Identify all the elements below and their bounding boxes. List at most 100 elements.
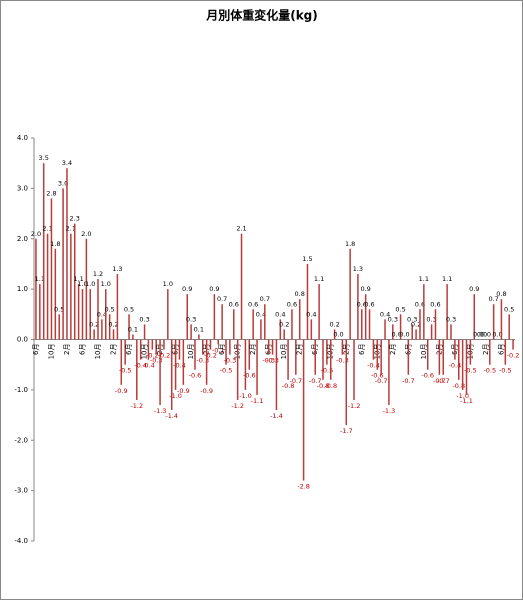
data-label: -1.0 xyxy=(239,392,252,400)
bar xyxy=(89,289,91,340)
data-label: -0.3 xyxy=(336,357,349,365)
data-label: -0.5 xyxy=(483,367,496,375)
bar xyxy=(264,304,266,340)
bar xyxy=(240,233,243,340)
data-label: -0.6 xyxy=(243,372,256,380)
bar xyxy=(136,339,138,400)
x-tick-label: 10月 xyxy=(420,344,428,360)
data-label: -0.4 xyxy=(449,362,462,370)
bar xyxy=(291,309,293,340)
data-label: -0.8 xyxy=(324,382,337,390)
y-tick-label: 4.0 xyxy=(17,134,28,142)
bar xyxy=(128,314,130,340)
data-label: -0.7 xyxy=(433,377,446,385)
data-label: -0.7 xyxy=(402,377,415,385)
bar xyxy=(442,339,444,375)
data-label: 0.6 xyxy=(430,300,440,308)
bar xyxy=(233,309,235,340)
bar xyxy=(298,299,301,340)
data-label: 0.3 xyxy=(407,315,417,323)
data-label: -0.4 xyxy=(367,362,380,370)
bar xyxy=(124,339,126,365)
data-label: -1.0 xyxy=(456,392,469,400)
bar xyxy=(376,339,379,370)
bar xyxy=(388,339,390,405)
bar xyxy=(221,304,223,340)
bar xyxy=(361,309,363,340)
bar xyxy=(73,223,76,340)
data-label: 1.8 xyxy=(50,240,60,248)
data-label: 0.3 xyxy=(446,315,456,323)
bar xyxy=(426,339,429,370)
bar xyxy=(306,263,309,340)
bar xyxy=(368,309,371,340)
data-label: -0.8 xyxy=(282,382,295,390)
bar xyxy=(279,319,282,340)
bar xyxy=(461,339,464,390)
data-label: -0.4 xyxy=(142,362,155,370)
data-label: 0.5 xyxy=(504,305,514,313)
bar xyxy=(283,329,285,340)
data-label: 0.5 xyxy=(54,305,64,313)
bar xyxy=(163,339,165,350)
data-label: 0.7 xyxy=(217,295,227,303)
bar xyxy=(229,339,231,355)
bar xyxy=(186,294,188,340)
y-tick-label: 2.0 xyxy=(17,235,28,243)
bar xyxy=(326,339,328,365)
data-label: -1.4 xyxy=(165,412,178,420)
data-label: 0.7 xyxy=(488,295,498,303)
data-label: -0.9 xyxy=(177,387,190,395)
bar xyxy=(310,319,313,340)
bar xyxy=(438,339,441,375)
x-tick-label: 2月 xyxy=(63,344,71,355)
bar xyxy=(492,304,495,340)
data-label: 0.5 xyxy=(104,305,114,313)
bar xyxy=(178,339,181,360)
data-label: 2.1 xyxy=(42,225,52,233)
y-tick-label: -3.0 xyxy=(14,487,28,495)
data-label: 0.0 xyxy=(333,331,343,339)
bar xyxy=(170,339,173,411)
bar xyxy=(66,168,68,340)
bar xyxy=(50,198,53,340)
bar xyxy=(423,284,425,340)
bar xyxy=(97,279,99,340)
bar xyxy=(353,339,355,400)
data-label: 0.2 xyxy=(329,320,339,328)
bar xyxy=(295,339,297,375)
data-label: 1.1 xyxy=(419,275,429,283)
data-label: -1.3 xyxy=(383,407,396,415)
bar xyxy=(314,339,316,375)
data-label: 1.1 xyxy=(73,275,83,283)
data-label: -0.8 xyxy=(452,382,465,390)
bar xyxy=(341,339,344,355)
bar xyxy=(345,339,348,426)
data-label: 0.6 xyxy=(229,300,239,308)
x-tick-label: 2月 xyxy=(389,344,397,355)
data-label: -0.7 xyxy=(437,377,450,385)
data-label: -1.2 xyxy=(231,402,244,410)
bar xyxy=(151,339,154,350)
data-label: 0.0 xyxy=(477,331,487,339)
bar xyxy=(112,329,115,340)
data-label: -0.4 xyxy=(173,362,186,370)
x-tick-label: 10月 xyxy=(187,344,195,360)
bar xyxy=(182,339,185,385)
data-label: 0.3 xyxy=(388,315,398,323)
chart-title: 月別体重変化量(kg) xyxy=(205,8,318,23)
y-tick-label: -4.0 xyxy=(14,537,28,545)
bar xyxy=(58,314,60,340)
data-label: -1.0 xyxy=(169,392,182,400)
data-label: 1.5 xyxy=(302,255,312,263)
bar xyxy=(236,339,239,400)
data-label: 0.0 xyxy=(492,331,502,339)
data-label: -0.6 xyxy=(189,372,202,380)
data-label: 0.0 xyxy=(473,331,483,339)
x-tick-label: 6月 xyxy=(497,344,505,355)
bar xyxy=(329,339,332,380)
data-label: 1.0 xyxy=(77,280,87,288)
bar xyxy=(209,339,212,350)
bar xyxy=(46,233,49,340)
